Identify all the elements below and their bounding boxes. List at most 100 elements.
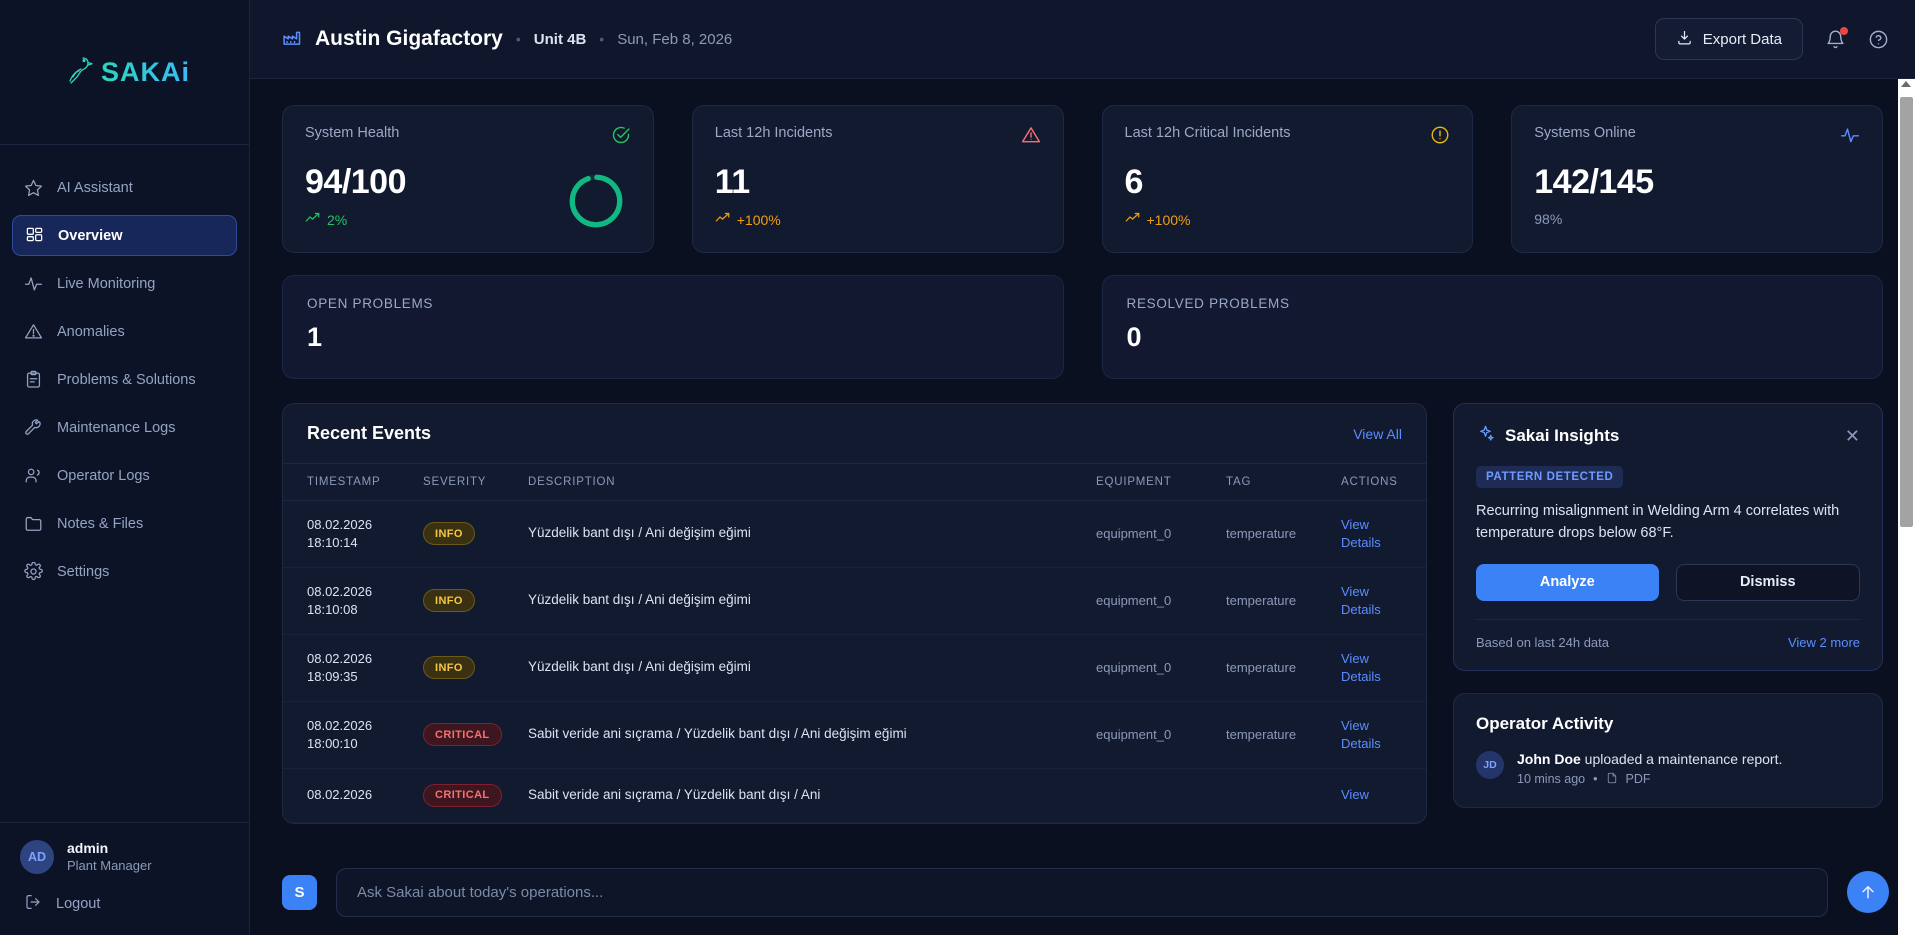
column-header-equipment: EQUIPMENT [1096,464,1226,501]
star-icon [24,178,43,197]
event-equipment: equipment_0 [1096,727,1172,743]
list-item[interactable]: JD John Doe uploaded a maintenance repor… [1476,750,1860,787]
logout-icon [24,893,42,915]
alert-triangle-icon [1021,125,1041,150]
sidebar-item-notes-files[interactable]: Notes & Files [12,503,237,544]
analyze-button[interactable]: Analyze [1476,563,1659,601]
sidebar-item-anomalies[interactable]: Anomalies [12,311,237,352]
column-header-tag: TAG [1226,464,1341,501]
activity-time: 10 mins ago [1517,772,1586,786]
table-row[interactable]: 08.02.2026 18:00:10 CRITICAL Sabit veride… [283,701,1426,769]
view-more-link[interactable]: View 2 more [1787,634,1860,650]
help-circle-icon [1869,30,1888,48]
export-data-label: Export Data [1702,30,1782,48]
export-data-button[interactable]: Export Data [1654,18,1803,60]
page-scrollbar[interactable] [1898,79,1915,935]
breadcrumb-separator: • [599,31,605,47]
pattern-badge: PATTERN DETECTED [1476,466,1624,488]
top-bar: Austin Gigafactory • Unit 4B • Sun, Feb … [250,0,1915,79]
table-row[interactable]: 08.02.2026 18:10:08 INFO Yüzdelik bant dı… [283,567,1426,635]
problems-row: OPEN PROBLEMS 1 RESOLVED PROBLEMS 0 [282,275,1883,379]
event-description: Yüzdelik bant dışı / Ani değişim eğimi [528,592,751,608]
sidebar-item-overview[interactable]: Overview [12,215,237,256]
main-area: Austin Gigafactory • Unit 4B • Sun, Feb … [250,0,1915,935]
sidebar-footer: AD admin Plant Manager Logout [0,821,249,935]
kpi-value: 142/145 [1534,163,1654,201]
users-icon [24,466,43,485]
event-tag: temperature [1226,660,1297,676]
breadcrumb-unit[interactable]: Unit 4B [533,30,587,48]
sidebar-item-operator-logs[interactable]: Operator Logs [12,455,237,496]
dismiss-button[interactable]: Dismiss [1675,563,1860,601]
view-details-link[interactable]: View Details [1341,717,1381,751]
view-all-link[interactable]: View All [1353,425,1402,442]
folder-icon [24,514,43,533]
kpi-delta-value: 2% [327,212,348,228]
sidebar-item-problems-solutions[interactable]: Problems & Solutions [12,359,237,400]
chat-input[interactable] [336,867,1828,917]
sidebar-item-label: AI Assistant [57,179,133,196]
resolved-problems-card: RESOLVED PROBLEMS 0 [1101,275,1883,379]
sidebar-item-settings[interactable]: Settings [12,551,237,592]
sidebar-item-maintenance-logs[interactable]: Maintenance Logs [12,407,237,448]
resolved-problems-label: RESOLVED PROBLEMS [1126,296,1290,311]
help-button[interactable] [1868,29,1889,50]
sidebar-item-label: Problems & Solutions [57,371,196,388]
event-equipment: equipment_0 [1096,593,1172,609]
kpi-label: Last 12h Incidents [714,125,833,141]
breadcrumb-separator: • [515,31,521,47]
sparkles-icon [1476,424,1495,448]
scrollbar-thumb[interactable] [1900,97,1913,527]
scroll-up-arrow-icon[interactable] [1901,81,1911,87]
page-title: Austin Gigafactory [315,27,503,50]
factory-icon [282,27,302,52]
app-logo[interactable]: SAKAi [0,0,249,145]
logo-text: SAKAi [100,56,190,87]
activity-file-type: PDF [1625,772,1651,786]
avatar: AD [20,839,54,874]
open-problems-card: OPEN PROBLEMS 1 [282,275,1064,379]
open-problems-label: OPEN PROBLEMS [307,296,434,311]
check-circle-icon [611,125,631,150]
column-header-actions: ACTIONS [1341,464,1426,501]
lower-section: Recent Events View All TIMESTAMP SEVERIT… [282,403,1883,824]
send-button[interactable] [1847,871,1889,913]
event-equipment: equipment_0 [1096,526,1172,542]
event-equipment: equipment_0 [1096,660,1172,676]
event-time: 18:09:35 [307,668,358,684]
sidebar-item-live-monitoring[interactable]: Live Monitoring [12,263,237,304]
activity-icon [24,274,43,293]
event-time: 18:00:10 [307,735,358,751]
table-row[interactable]: 08.02.2026 CRITICAL Sabit veride ani sıç… [283,768,1426,823]
view-details-link[interactable]: View Details [1341,517,1381,550]
event-tag: temperature [1226,727,1297,743]
activity-action: uploaded a maintenance report. [1580,750,1783,767]
table-row[interactable]: 08.02.2026 18:09:35 INFO Yüzdelik bant dı… [283,634,1426,702]
event-tag: temperature [1226,526,1297,542]
arrow-up-icon [1862,886,1874,899]
sidebar-item-ai-assistant[interactable]: AI Assistant [12,167,237,208]
resolved-problems-value: 0 [1126,322,1142,352]
user-profile[interactable]: AD admin Plant Manager [20,839,229,875]
breadcrumb: Austin Gigafactory • Unit 4B • Sun, Feb … [282,27,732,52]
view-details-link[interactable]: View Details [1341,583,1381,617]
bird-logo-icon [59,50,99,95]
wrench-icon [24,418,43,437]
event-date: 08.02.2026 [307,517,373,532]
kpi-label: Systems Online [1534,125,1636,141]
kpi-delta-value: +100% [736,212,781,228]
close-icon[interactable]: ✕ [1844,426,1860,446]
event-date: 08.02.2026 [307,787,373,803]
document-icon [1606,772,1618,787]
sidebar-item-label: Live Monitoring [57,275,156,292]
view-details-link[interactable]: View [1341,787,1369,803]
logout-button[interactable]: Logout [20,893,229,915]
trending-up-icon [715,211,730,229]
avatar: JD [1476,750,1504,779]
right-rail: Sakai Insights ✕ PATTERN DETECTED Recurr… [1453,403,1883,824]
view-details-link[interactable]: View Details [1341,650,1381,684]
kpi-row: System Health 94/100 2% Last 12h In [282,105,1883,253]
table-row[interactable]: 08.02.2026 18:10:14 INFO Yüzdelik bant dı… [283,500,1426,568]
status-badge: INFO [423,589,475,613]
notifications-button[interactable] [1825,26,1848,50]
